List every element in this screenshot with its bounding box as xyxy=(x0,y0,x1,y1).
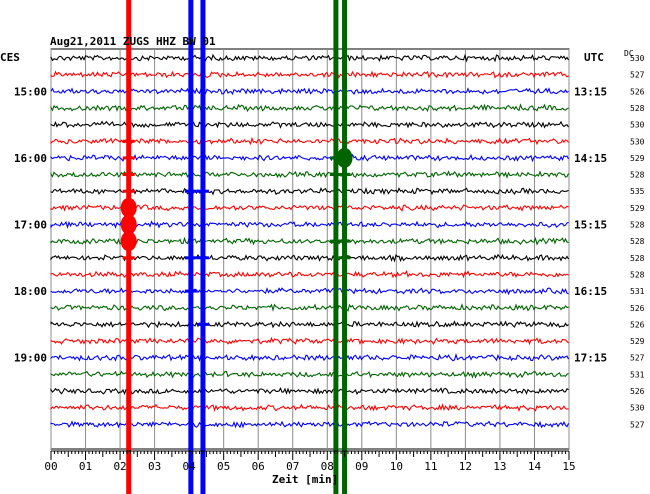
trace-row xyxy=(50,120,569,129)
trace-row xyxy=(50,103,569,113)
dc-value: 527 xyxy=(630,354,645,363)
dc-value-labels: 530 527 526 528 530 530 529 528 535 529 528 528 528 5… xyxy=(630,54,645,429)
dc-value: 531 xyxy=(630,370,645,379)
trace-row xyxy=(50,136,569,146)
trace-row xyxy=(50,320,569,329)
right-hour-labels: 13:15 14:15 15:15 16:15 17:15 xyxy=(574,85,607,364)
dc-value: 530 xyxy=(630,54,645,63)
dc-value: 529 xyxy=(630,204,645,213)
dc-value: 535 xyxy=(630,187,645,196)
trace-row xyxy=(50,270,569,279)
dc-value: 530 xyxy=(630,137,645,146)
x-tick-label: 07 xyxy=(286,460,299,473)
left-hour-label: 16:00 xyxy=(14,152,47,165)
event-marker xyxy=(188,0,194,494)
trace-row xyxy=(50,387,569,396)
dc-value: 528 xyxy=(630,104,645,113)
x-tick-label: 08 xyxy=(321,460,334,473)
left-hour-label: 15:00 xyxy=(14,85,47,98)
trace-row xyxy=(50,170,569,179)
trace-row xyxy=(50,187,569,196)
dc-value: 527 xyxy=(630,71,645,80)
dc-value: 526 xyxy=(630,87,645,96)
x-tick-label: 02 xyxy=(113,460,126,473)
x-axis: 00 01 02 03 04 05 06 07 08 09 10 11 12 13 14 15 xyxy=(44,450,576,473)
x-tick-label: 04 xyxy=(183,460,197,473)
dc-header: DC xyxy=(624,49,634,58)
trace-row xyxy=(50,403,569,412)
dc-value: 526 xyxy=(630,387,645,396)
dc-value: 528 xyxy=(630,254,645,263)
event-burst xyxy=(336,147,353,168)
trace-row xyxy=(50,370,569,379)
x-tick-label: 09 xyxy=(355,460,368,473)
x-tick-label: 15 xyxy=(562,460,575,473)
dc-value: 528 xyxy=(630,237,645,246)
right-hour-label: 16:15 xyxy=(574,285,607,298)
right-hour-label: 13:15 xyxy=(574,85,607,98)
left-hour-labels: 15:00 16:00 17:00 18:00 19:00 xyxy=(14,85,47,364)
dc-value: 530 xyxy=(630,121,645,130)
trace-row xyxy=(50,53,569,63)
x-axis-label: Zeit [min] xyxy=(272,473,338,486)
trace-row xyxy=(50,420,569,429)
right-hour-label: 15:15 xyxy=(574,219,607,232)
dc-value: 528 xyxy=(630,270,645,279)
trace-row xyxy=(50,253,569,263)
trace-row xyxy=(50,86,569,96)
trace-row xyxy=(50,303,569,312)
right-hour-label: 14:15 xyxy=(574,152,607,165)
left-timezone-label: CES xyxy=(0,51,20,64)
dc-value: 529 xyxy=(630,154,645,163)
dc-value: 530 xyxy=(630,404,645,413)
chart-title: Aug21,2011 ZUGS HHZ BW 01 xyxy=(50,35,216,48)
dc-value: 526 xyxy=(630,304,645,313)
right-hour-label: 17:15 xyxy=(574,352,607,365)
x-tick-label: 06 xyxy=(252,460,265,473)
dc-value: 526 xyxy=(630,320,645,329)
trace-row xyxy=(50,287,569,296)
dc-value: 527 xyxy=(630,420,645,429)
x-tick-label: 13 xyxy=(493,460,506,473)
x-tick-label: 11 xyxy=(424,460,437,473)
event-burst xyxy=(120,214,137,235)
left-hour-label: 18:00 xyxy=(14,285,47,298)
dc-value: 531 xyxy=(630,287,645,296)
x-tick-label: 14 xyxy=(528,460,542,473)
left-hour-label: 19:00 xyxy=(14,352,47,365)
trace-row xyxy=(50,70,569,79)
x-tick-label: 00 xyxy=(44,460,57,473)
event-marker xyxy=(333,0,339,494)
trace-row xyxy=(50,153,569,163)
event-burst xyxy=(120,231,137,252)
x-tick-label: 01 xyxy=(79,460,92,473)
event-marker xyxy=(200,0,206,494)
event-markers xyxy=(120,0,353,494)
dc-value: 529 xyxy=(630,337,645,346)
event-marker xyxy=(342,0,348,494)
x-tick-label: 10 xyxy=(390,460,403,473)
x-tick-label: 03 xyxy=(148,460,161,473)
left-hour-label: 17:00 xyxy=(14,219,47,232)
x-tick-label: 05 xyxy=(217,460,230,473)
trace-row xyxy=(50,352,569,362)
trace-row xyxy=(50,336,569,346)
right-timezone-label: UTC xyxy=(584,51,604,64)
seismogram-traces xyxy=(50,53,569,429)
x-tick-label: 12 xyxy=(459,460,472,473)
event-burst xyxy=(120,197,137,218)
dc-value: 528 xyxy=(630,171,645,180)
dc-value: 528 xyxy=(630,221,645,230)
